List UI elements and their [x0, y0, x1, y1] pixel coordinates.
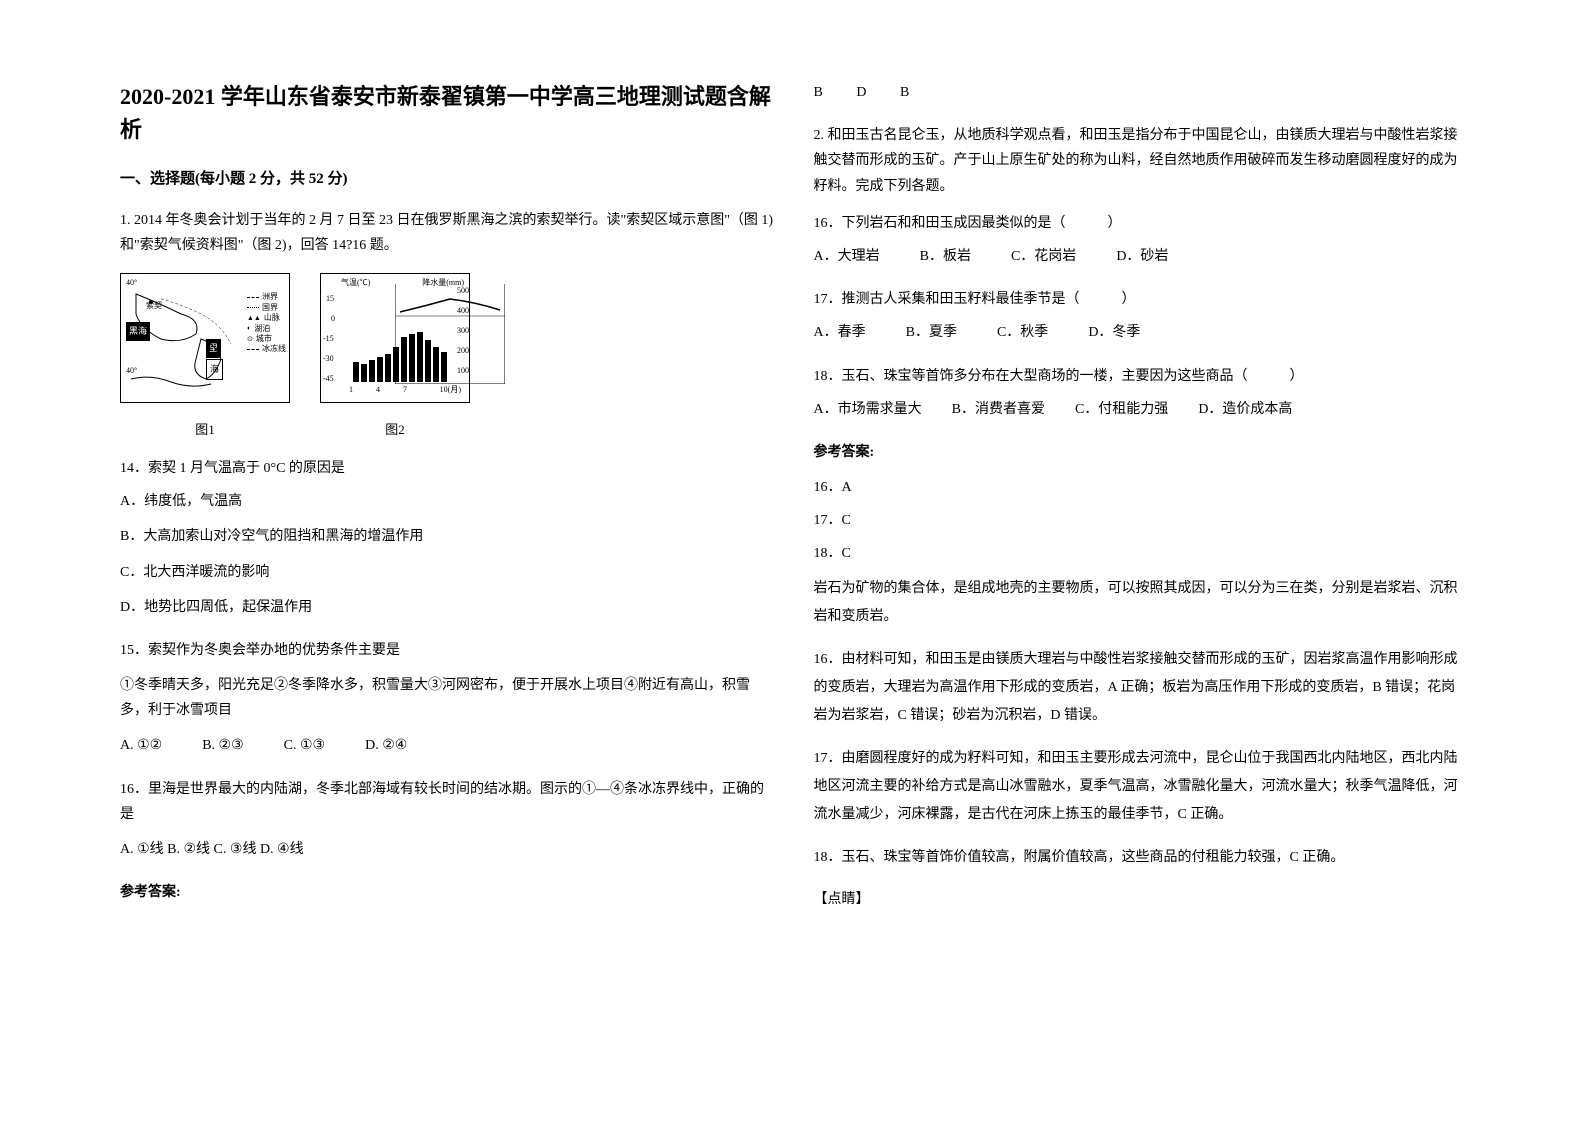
q15-desc: ①冬季晴天多，阳光充足②冬季降水多，积雪量大③河网密布，便于开展水上项目④附近有… [120, 673, 774, 723]
figure-1: 40° 40° 黑海 海 索契 里 洲界 国界 [120, 273, 290, 441]
q17-text: 17．推测古人采集和田玉籽料最佳季节是（ ） [814, 287, 1468, 312]
answer-16: 16．A [814, 475, 1468, 500]
q16-2-option-a: A．大理岩 [814, 244, 880, 269]
explain-17: 17．由磨圆程度好的成为籽料可知，和田玉主要形成去河流中，昆仑山位于我国西北内陆… [814, 745, 1468, 829]
chart-area: 15 0 -15 -30 -45 500 400 300 200 100 [341, 284, 449, 382]
explain-intro: 岩石为矿物的集合体，是组成地壳的主要物质，可以按照其成因，可以分为三在类，分别是… [814, 575, 1468, 631]
question-15: 15．索契作为冬奥会举办地的优势条件主要是 ①冬季晴天多，阳光充足②冬季降水多，… [120, 638, 774, 759]
q15-option-c: C. ①③ [284, 733, 325, 758]
q14-option-b: B．大高加索山对冷空气的阻挡和黑海的增温作用 [120, 524, 774, 549]
point-header: 【点睛】 [814, 887, 1468, 912]
q18-option-c: C．付租能力强 [1075, 397, 1168, 422]
question-14: 14．索契 1 月气温高于 0°C 的原因是 A．纬度低，气温高 B．大高加索山… [120, 456, 774, 620]
q15-option-d: D. ②④ [365, 733, 407, 758]
q14-option-a: A．纬度低，气温高 [120, 489, 774, 514]
answers-q1: B D B [814, 80, 1468, 105]
question-16-1: 16．里海是世界最大的内陆湖，冬季北部海域有较长时间的结冰期。图示的①—④条冰冻… [120, 777, 774, 863]
figure1-label: 图1 [120, 418, 290, 441]
question-16-2: 16．下列岩石和和田玉成因最类似的是（ ） A．大理岩 B．板岩 C．花岗岩 D… [814, 211, 1468, 269]
q17-option-b: B．夏季 [906, 320, 957, 345]
q16-2-option-d: D．砂岩 [1116, 244, 1168, 269]
section-header: 一、选择题(每小题 2 分，共 52 分) [120, 166, 774, 193]
explain-18: 18．玉石、珠宝等首饰价值较高，附属价值较高，这些商品的付租能力较强，C 正确。 [814, 844, 1468, 872]
q18-option-b: B．消费者喜爱 [952, 397, 1045, 422]
q17-option-d: D．冬季 [1088, 320, 1140, 345]
document-title: 2020-2021 学年山东省泰安市新泰翟镇第一中学高三地理测试题含解析 [120, 80, 774, 146]
q14-text: 14．索契 1 月气温高于 0°C 的原因是 [120, 456, 774, 481]
figure2-label: 图2 [320, 418, 470, 441]
q17-option-c: C．秋季 [997, 320, 1048, 345]
answer-header-2: 参考答案: [814, 440, 1468, 465]
figure-container: 40° 40° 黑海 海 索契 里 洲界 国界 [120, 273, 774, 441]
answer-header-1: 参考答案: [120, 880, 774, 905]
question-18: 18．玉石、珠宝等首饰多分布在大型商场的一楼，主要因为这些商品（ ） A．市场需… [814, 364, 1468, 422]
q16-2-option-c: C．花岗岩 [1011, 244, 1076, 269]
question2-intro: 2. 和田玉古名昆仑玉，从地质科学观点看，和田玉是指分布于中国昆仑山，由镁质大理… [814, 123, 1468, 199]
q16-2-text: 16．下列岩石和和田玉成因最类似的是（ ） [814, 211, 1468, 236]
explain-16: 16．由材料可知，和田玉是由镁质大理岩与中酸性岩浆接触交替而形成的玉矿，因岩浆高… [814, 646, 1468, 730]
answer-18: 18．C [814, 541, 1468, 566]
q15-text: 15．索契作为冬奥会举办地的优势条件主要是 [120, 638, 774, 663]
q16-1-options: A. ①线 B. ②线 C. ③线 D. ④线 [120, 837, 774, 862]
question-17: 17．推测古人采集和田玉籽料最佳季节是（ ） A．春季 B．夏季 C．秋季 D．… [814, 287, 1468, 345]
q14-option-c: C．北大西洋暖流的影响 [120, 560, 774, 585]
q15-option-b: B. ②③ [202, 733, 243, 758]
q15-option-a: A. ①② [120, 733, 162, 758]
q16-1-text: 16．里海是世界最大的内陆湖，冬季北部海域有较长时间的结冰期。图示的①—④条冰冻… [120, 777, 774, 827]
q14-option-d: D．地势比四周低，起保温作用 [120, 595, 774, 620]
answer-17: 17．C [814, 508, 1468, 533]
q18-text: 18．玉石、珠宝等首饰多分布在大型商场的一楼，主要因为这些商品（ ） [814, 364, 1468, 389]
q18-option-d: D．造价成本高 [1198, 397, 1292, 422]
q18-option-a: A．市场需求量大 [814, 397, 922, 422]
question1-intro: 1. 2014 年冬奥会计划于当年的 2 月 7 日至 23 日在俄罗斯黑海之滨… [120, 208, 774, 258]
q16-2-option-b: B．板岩 [920, 244, 971, 269]
figure-2: 气温(℃) 降水量(mm) 15 0 -15 -30 -45 500 400 3… [320, 273, 470, 441]
q17-option-a: A．春季 [814, 320, 866, 345]
map-legend: 洲界 国界 ▲▲山脉 ◐湖泊 ⊙城市 冰冻线 [247, 292, 286, 354]
